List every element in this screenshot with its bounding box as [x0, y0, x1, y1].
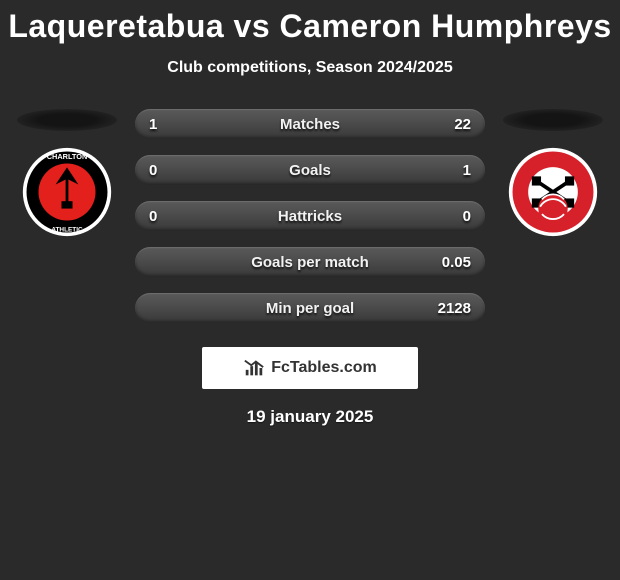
stat-right-value: 0.05: [442, 254, 471, 271]
stat-right-value: 1: [463, 162, 471, 179]
stat-left-value: 0: [149, 208, 157, 225]
charlton-badge: CHARLTON ATHLETIC: [17, 149, 117, 234]
rotherham-crest-icon: [507, 146, 599, 238]
stat-row-matches: 1 Matches 22: [135, 109, 485, 139]
right-player-column: [493, 109, 613, 234]
comparison-card: Laqueretabua vs Cameron Humphreys Club c…: [0, 0, 620, 427]
stat-label: Min per goal: [266, 300, 354, 317]
stat-right-value: 0: [463, 208, 471, 225]
attribution-text: FcTables.com: [271, 359, 377, 377]
stat-row-min-per-goal: Min per goal 2128: [135, 293, 485, 323]
attribution-badge: FcTables.com: [202, 347, 418, 389]
charlton-crest-icon: CHARLTON ATHLETIC: [21, 146, 113, 238]
stat-label: Hattricks: [278, 208, 342, 225]
stats-table: 1 Matches 22 0 Goals 1 0 Hattricks 0 Goa…: [135, 109, 485, 323]
stat-label: Goals per match: [251, 254, 369, 271]
player-shadow-left: [17, 109, 117, 131]
subtitle: Club competitions, Season 2024/2025: [0, 59, 620, 77]
stat-label: Matches: [280, 116, 340, 133]
date-label: 19 january 2025: [0, 407, 620, 427]
stat-row-goals: 0 Goals 1: [135, 155, 485, 185]
left-player-column: CHARLTON ATHLETIC: [7, 109, 127, 234]
main-row: CHARLTON ATHLETIC 1 Matches 22 0 Goals 1…: [0, 109, 620, 323]
stat-row-hattricks: 0 Hattricks 0: [135, 201, 485, 231]
rotherham-badge: [503, 149, 603, 234]
svg-text:CHARLTON: CHARLTON: [47, 151, 88, 160]
player-shadow-right: [503, 109, 603, 131]
stat-row-goals-per-match: Goals per match 0.05: [135, 247, 485, 277]
page-title: Laqueretabua vs Cameron Humphreys: [0, 8, 620, 45]
stat-right-value: 22: [454, 116, 471, 133]
stat-left-value: 0: [149, 162, 157, 179]
stat-left-value: 1: [149, 116, 157, 133]
svg-text:ATHLETIC: ATHLETIC: [51, 226, 83, 233]
stat-right-value: 2128: [438, 300, 471, 317]
bar-chart-icon: [243, 357, 265, 379]
stat-label: Goals: [289, 162, 331, 179]
